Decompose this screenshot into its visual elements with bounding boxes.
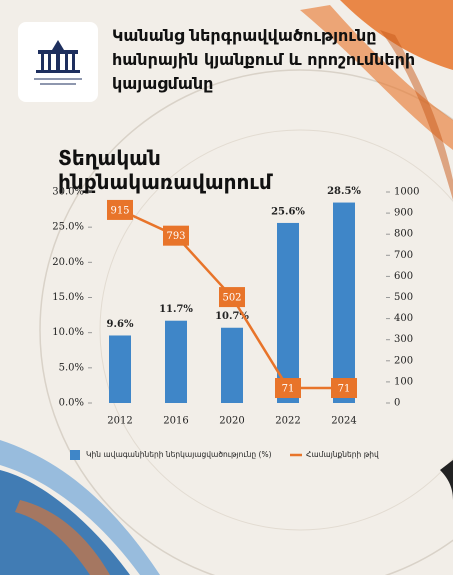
line-label-box <box>219 287 245 308</box>
y2-tick-label: 800 <box>394 229 413 240</box>
bar <box>165 320 187 403</box>
legend-label: Կին ավագանիների ներկայացվածությունը (%) <box>86 450 272 459</box>
bar <box>277 222 299 403</box>
bar-value-label: 10.7% <box>215 311 249 322</box>
legend-label: Համայնքների թիվ <box>306 450 379 459</box>
line-value-label: 502 <box>222 293 241 304</box>
y-tick-label: 15.0% <box>52 292 84 303</box>
line-value-label: 71 <box>282 384 295 395</box>
y2-tick-label: 500 <box>394 292 413 303</box>
line-label-box <box>107 199 133 220</box>
y-tick-label: 20.0% <box>52 257 84 268</box>
bar <box>109 335 131 403</box>
line-value-label: 71 <box>338 384 351 395</box>
bar-value-label: 28.5% <box>327 186 361 197</box>
bar-value-label: 9.6% <box>107 319 134 330</box>
y2-tick-label: 200 <box>394 355 413 366</box>
y-tick-label: 25.0% <box>52 222 84 233</box>
y-tick-label: 10.0% <box>52 327 84 338</box>
y2-tick-label: 100 <box>394 376 413 387</box>
line-label-box <box>163 225 189 246</box>
line-value-label: 793 <box>166 231 185 242</box>
y2-tick-label: 0 <box>394 398 400 409</box>
bar <box>333 202 355 403</box>
chart-title: Կանանց ներգրավվածությունը հանրային կյանք… <box>112 26 416 93</box>
y-tick-label: 5.0% <box>59 362 84 373</box>
y2-tick-label: 900 <box>394 208 413 219</box>
y2-tick-label: 400 <box>394 313 413 324</box>
bar-value-label: 11.7% <box>159 304 193 315</box>
x-tick-label: 2016 <box>163 416 188 427</box>
chart-subtitle: Տեղական ինքնակառավարում <box>58 146 272 194</box>
bar-value-label: 25.6% <box>271 206 305 217</box>
legend-swatch <box>70 450 80 460</box>
line-value-label: 915 <box>110 205 129 216</box>
y2-tick-label: 300 <box>394 334 413 345</box>
line-label-box <box>275 378 301 399</box>
y-tick-label: 30.0% <box>52 187 84 198</box>
x-tick-label: 2022 <box>275 416 300 427</box>
x-tick-label: 2020 <box>219 416 244 427</box>
line-label-box <box>331 378 357 399</box>
y2-tick-label: 600 <box>394 271 413 282</box>
x-tick-label: 2012 <box>107 416 132 427</box>
y-tick-label: 0.0% <box>59 398 84 409</box>
y2-tick-label: 1000 <box>394 187 419 198</box>
x-tick-label: 2024 <box>331 416 356 427</box>
y2-tick-label: 700 <box>394 250 413 261</box>
bar <box>221 327 243 403</box>
